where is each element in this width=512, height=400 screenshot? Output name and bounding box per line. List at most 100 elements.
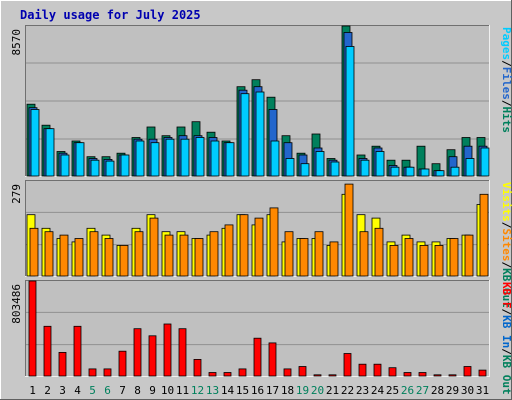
bar-kb-f-day-19 [298, 366, 307, 377]
bar-kb-f-day-18 [283, 368, 292, 377]
x-tick-label-22: 22 [341, 384, 354, 397]
x-tick-label-25: 25 [386, 384, 399, 397]
bar-sites-day-30 [464, 234, 474, 277]
x-tick-label-15: 15 [236, 384, 249, 397]
bar-kb-f-day-3 [58, 351, 67, 377]
x-tick-label-24: 24 [371, 384, 385, 397]
bar-pages-day-25 [390, 166, 400, 177]
bar-pages-day-17 [270, 140, 280, 177]
x-tick-label-20: 20 [311, 384, 324, 397]
x-tick-label-4: 4 [74, 384, 81, 397]
bar-kb-f-day-27 [418, 372, 427, 377]
bar-pages-day-10 [165, 138, 175, 177]
x-tick-label-26: 26 [401, 384, 414, 397]
bar-kb-f-day-13 [208, 372, 217, 377]
legend-item-1: / [500, 309, 512, 316]
x-tick-label-19: 19 [296, 384, 309, 397]
legend-item-3: / [500, 262, 512, 269]
bar-kb-f-day-5 [88, 368, 97, 377]
x-tick-label-17: 17 [266, 384, 279, 397]
bar-sites-day-26 [404, 238, 414, 277]
bar-kb-f-day-12 [193, 358, 202, 377]
bar-pages-day-20 [315, 151, 325, 177]
x-tick-label-9: 9 [149, 384, 156, 397]
bar-kb-f-day-21 [328, 374, 337, 377]
x-tick-label-30: 30 [461, 384, 474, 397]
x-tick-label-11: 11 [176, 384, 189, 397]
bar-pages-day-15 [240, 93, 250, 177]
bar-kb-f-day-1 [28, 280, 37, 377]
bar-sites-day-2 [44, 231, 54, 277]
bar-pages-day-27 [420, 168, 430, 177]
legend-item-3: / [500, 100, 512, 107]
bar-sites-day-3 [59, 234, 69, 277]
bar-pages-day-16 [255, 91, 265, 177]
bar-kb-f-day-23 [358, 363, 367, 377]
bar-sites-day-16 [254, 217, 264, 277]
bar-pages-day-12 [195, 137, 205, 177]
bar-pages-day-24 [375, 151, 385, 177]
bar-kb-f-day-11 [178, 328, 187, 377]
bar-kb-f-day-31 [478, 369, 487, 377]
bar-kb-f-day-2 [43, 325, 52, 377]
x-tick-label-27: 27 [416, 384, 429, 397]
bar-pages-day-14 [225, 142, 235, 177]
legend-item-4: KB Out [500, 355, 512, 395]
bar-sites-day-13 [209, 231, 219, 277]
x-tick-label-16: 16 [251, 384, 264, 397]
bar-sites-day-7 [119, 244, 129, 277]
panel-visits: 279 Visits/Sites/KB Out [10, 180, 512, 308]
legend-item-2: Sites [500, 228, 512, 261]
bar-sites-day-1 [29, 227, 39, 277]
legend-item-0: KB F [500, 282, 512, 309]
bar-kb-f-day-15 [238, 368, 247, 377]
bar-kb-f-day-16 [253, 337, 262, 377]
x-tick-label-31: 31 [476, 384, 489, 397]
legend-item-4: KB Out [500, 268, 512, 308]
x-tick-label-13: 13 [206, 384, 219, 397]
bar-sites-day-12 [194, 238, 204, 277]
bar-sites-day-10 [164, 234, 174, 277]
bar-sites-day-24 [374, 227, 384, 277]
bar-sites-day-5 [89, 231, 99, 277]
bar-kb-f-day-24 [373, 363, 382, 377]
bar-kb-f-day-10 [163, 323, 172, 377]
x-tick-label-14: 14 [221, 384, 235, 397]
bar-pages-day-21 [330, 161, 340, 177]
bar-sites-day-29 [449, 238, 459, 277]
x-tick-label-10: 10 [161, 384, 174, 397]
bar-pages-day-3 [60, 154, 70, 177]
legend-item-1: / [500, 60, 512, 67]
x-tick-label-7: 7 [119, 384, 126, 397]
bar-pages-day-19 [300, 163, 310, 177]
bar-pages-day-6 [105, 160, 115, 177]
bar-pages-day-5 [90, 159, 100, 177]
bar-pages-day-9 [150, 142, 160, 177]
legend-item-0: Pages [500, 27, 512, 60]
bar-pages-day-26 [405, 166, 415, 177]
bar-sites-day-22 [344, 183, 354, 277]
x-tick-label-1: 1 [29, 384, 36, 397]
legend-visits: Visits/Sites/KB Out [500, 182, 512, 308]
bar-pages-day-29 [450, 166, 460, 177]
bar-sites-day-4 [74, 238, 84, 277]
bar-kb-f-day-7 [118, 350, 127, 377]
bar-kb-f-day-28 [433, 374, 442, 377]
bar-sites-day-11 [179, 234, 189, 277]
legend-item-3: / [500, 348, 512, 355]
bar-pages-day-23 [360, 159, 370, 177]
bar-pages-day-28 [435, 170, 445, 177]
bar-pages-day-7 [120, 154, 130, 177]
bar-sites-day-18 [284, 231, 294, 277]
bar-kb-f-day-20 [313, 374, 322, 377]
bar-sites-day-23 [359, 231, 369, 277]
bar-pages-day-18 [285, 158, 295, 177]
bar-sites-day-19 [299, 238, 309, 277]
bar-kb-f-day-6 [103, 368, 112, 377]
legend-kbytes: KB F/KB In/KB Out [500, 282, 512, 395]
bar-sites-day-9 [149, 217, 159, 277]
bar-kb-f-day-29 [448, 374, 457, 377]
legend-item-0: Visits [500, 182, 512, 222]
